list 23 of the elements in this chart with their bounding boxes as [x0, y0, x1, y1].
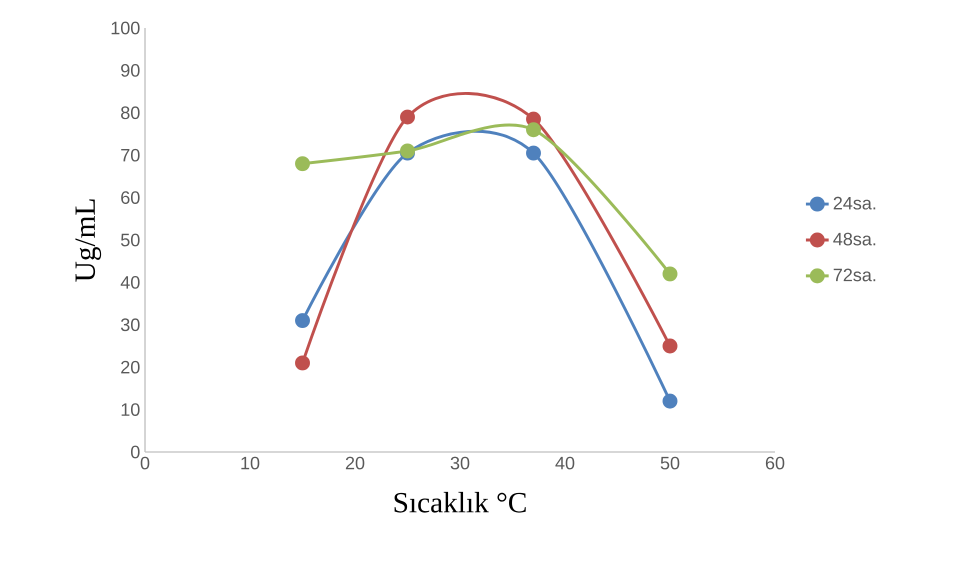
y-tick-label: 40 — [120, 276, 140, 289]
y-tick-label: 0 — [131, 446, 140, 458]
x-tick-label: 60 — [766, 456, 784, 470]
x-tick-label: 0 — [140, 456, 150, 470]
y-tick-label: 90 — [121, 64, 140, 77]
y-tick-label: 70 — [121, 148, 140, 162]
x-axis-title: Sıcaklık °C — [394, 492, 526, 513]
legend-label: 48sa. — [833, 232, 876, 246]
x-tick-label: 50 — [660, 456, 680, 470]
x-tick-label: 30 — [450, 456, 470, 470]
y-axis-title: Ug/mL — [75, 199, 102, 282]
x-tick-label: 40 — [555, 456, 574, 470]
y-tick-label: 50 — [120, 234, 140, 246]
x-tick-label: 20 — [346, 456, 364, 470]
legend-label: 24sa. — [834, 196, 876, 210]
y-tick-label: 10 — [122, 403, 140, 416]
legend-label: 72sa. — [834, 268, 876, 282]
y-tick-label: 80 — [121, 106, 140, 120]
y-tick-label: 20 — [121, 360, 140, 374]
y-tick-label: 30 — [120, 318, 140, 332]
y-tick-label: 60 — [121, 191, 140, 204]
x-tick-label: 10 — [241, 456, 260, 470]
y-tick-label: 100 — [112, 22, 140, 34]
